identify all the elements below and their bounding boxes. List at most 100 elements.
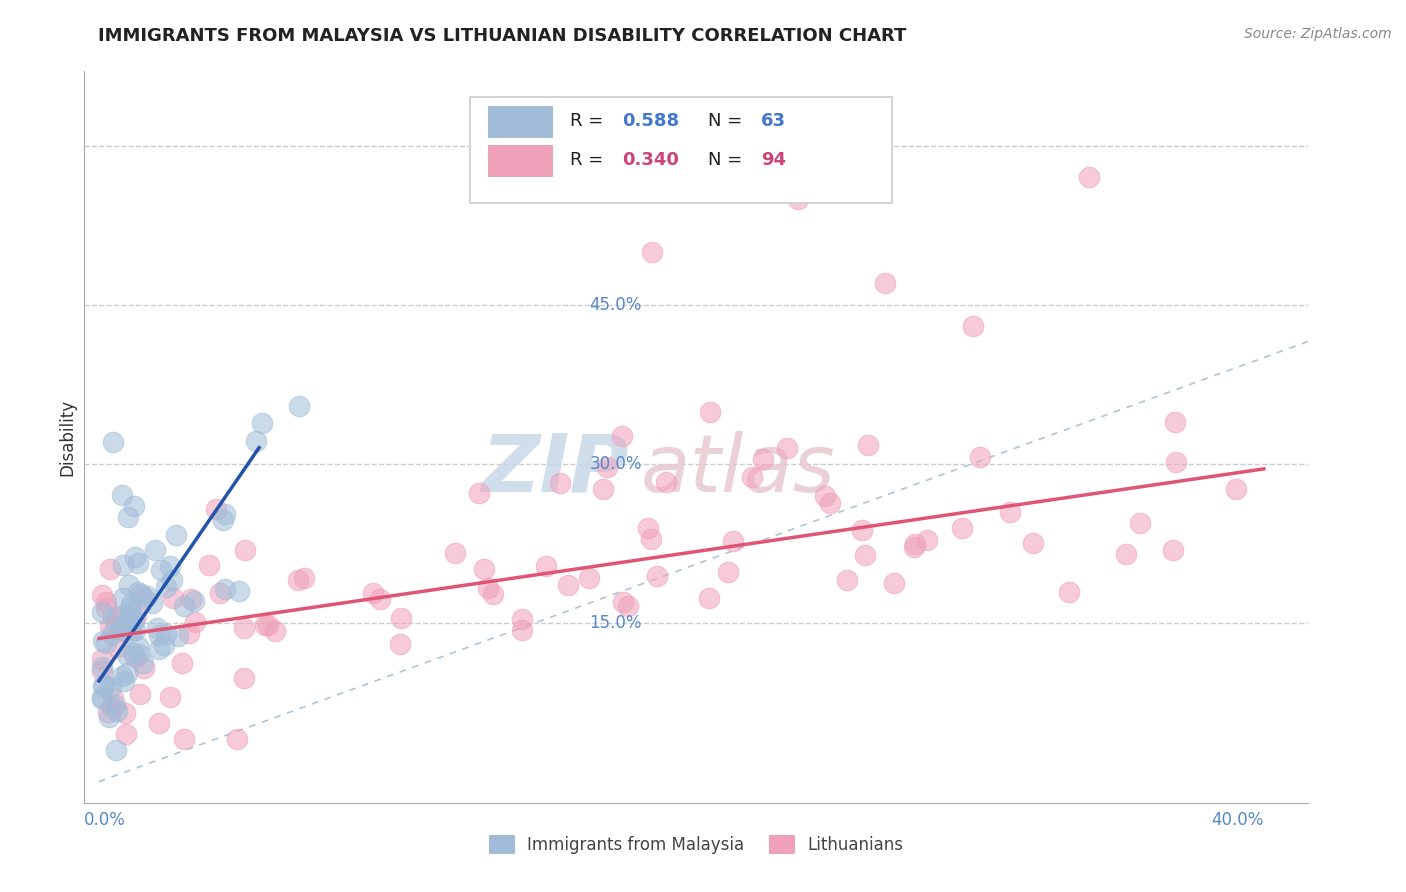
Point [117,509,139,524]
Point [214,582,236,597]
Point [180,592,202,607]
Point [132,661,155,675]
Point [1115,547,1137,561]
Point [91,651,114,665]
Point [128,647,150,661]
Point [94,601,117,615]
Point [257,617,280,632]
Point [148,628,170,642]
Point [835,574,858,588]
Point [1166,455,1188,469]
Point [1164,415,1187,429]
Point [950,521,973,535]
Point [90,605,112,619]
Point [512,623,534,637]
Point [94,595,117,609]
Point [368,592,391,607]
Text: 40.0%: 40.0% [1212,812,1264,830]
Point [127,557,149,571]
Point [557,578,579,592]
Point [640,532,662,546]
Point [111,669,134,683]
Point [98,562,121,576]
Point [103,435,125,450]
Point [167,629,190,643]
Point [1078,170,1101,185]
Point [122,499,145,513]
Point [214,507,236,521]
Point [127,585,149,599]
Point [143,543,166,558]
FancyBboxPatch shape [488,106,551,137]
Point [100,680,122,694]
Point [91,679,114,693]
Point [148,715,170,730]
Point [184,615,207,629]
Point [120,601,142,615]
Point [292,572,315,586]
Point [104,743,127,757]
Text: 30.0%: 30.0% [589,455,643,473]
Point [115,648,138,662]
Point [232,621,254,635]
Point [112,591,135,606]
Point [814,489,837,503]
Point [120,598,142,612]
Point [858,438,880,452]
Point [155,580,177,594]
Point [596,460,619,475]
Point [875,277,897,291]
Point [107,621,129,635]
Point [233,542,256,557]
Point [578,571,600,585]
Point [233,671,256,685]
Text: R =: R = [569,112,609,130]
Point [818,496,841,510]
Point [105,612,128,626]
Point [903,541,925,555]
Point [1225,483,1247,497]
Point [851,524,873,538]
Point [124,614,146,628]
Point [254,617,277,632]
Point [477,581,499,595]
Point [172,657,194,671]
Point [120,625,142,640]
Point [853,548,876,562]
Point [141,596,163,610]
Point [1129,516,1152,530]
Point [287,573,309,587]
Point [112,673,135,688]
Point [136,589,159,603]
Point [115,726,138,740]
Point [105,704,128,718]
Text: IMMIGRANTS FROM MALAYSIA VS LITHUANIAN DISABILITY CORRELATION CHART: IMMIGRANTS FROM MALAYSIA VS LITHUANIAN D… [98,27,907,45]
Point [101,609,124,624]
Point [115,665,138,680]
Point [90,588,112,602]
Point [98,710,121,724]
Point [205,501,228,516]
Point [96,636,118,650]
Point [752,452,775,467]
Point [118,578,141,592]
Point [101,700,124,714]
Point [482,587,505,601]
Text: 0.0%: 0.0% [84,812,127,830]
Text: ZIP: ZIP [481,431,628,509]
Point [112,623,135,637]
Point [468,486,491,500]
Point [721,534,744,549]
Point [121,607,143,621]
Point [100,627,122,641]
Point [610,428,633,442]
Point [787,192,810,206]
Point [645,568,668,582]
Point [90,692,112,706]
FancyBboxPatch shape [488,145,551,176]
Point [101,690,124,705]
Point [225,732,247,747]
Point [641,244,664,259]
Text: atlas: atlas [641,431,835,509]
Point [717,565,740,579]
